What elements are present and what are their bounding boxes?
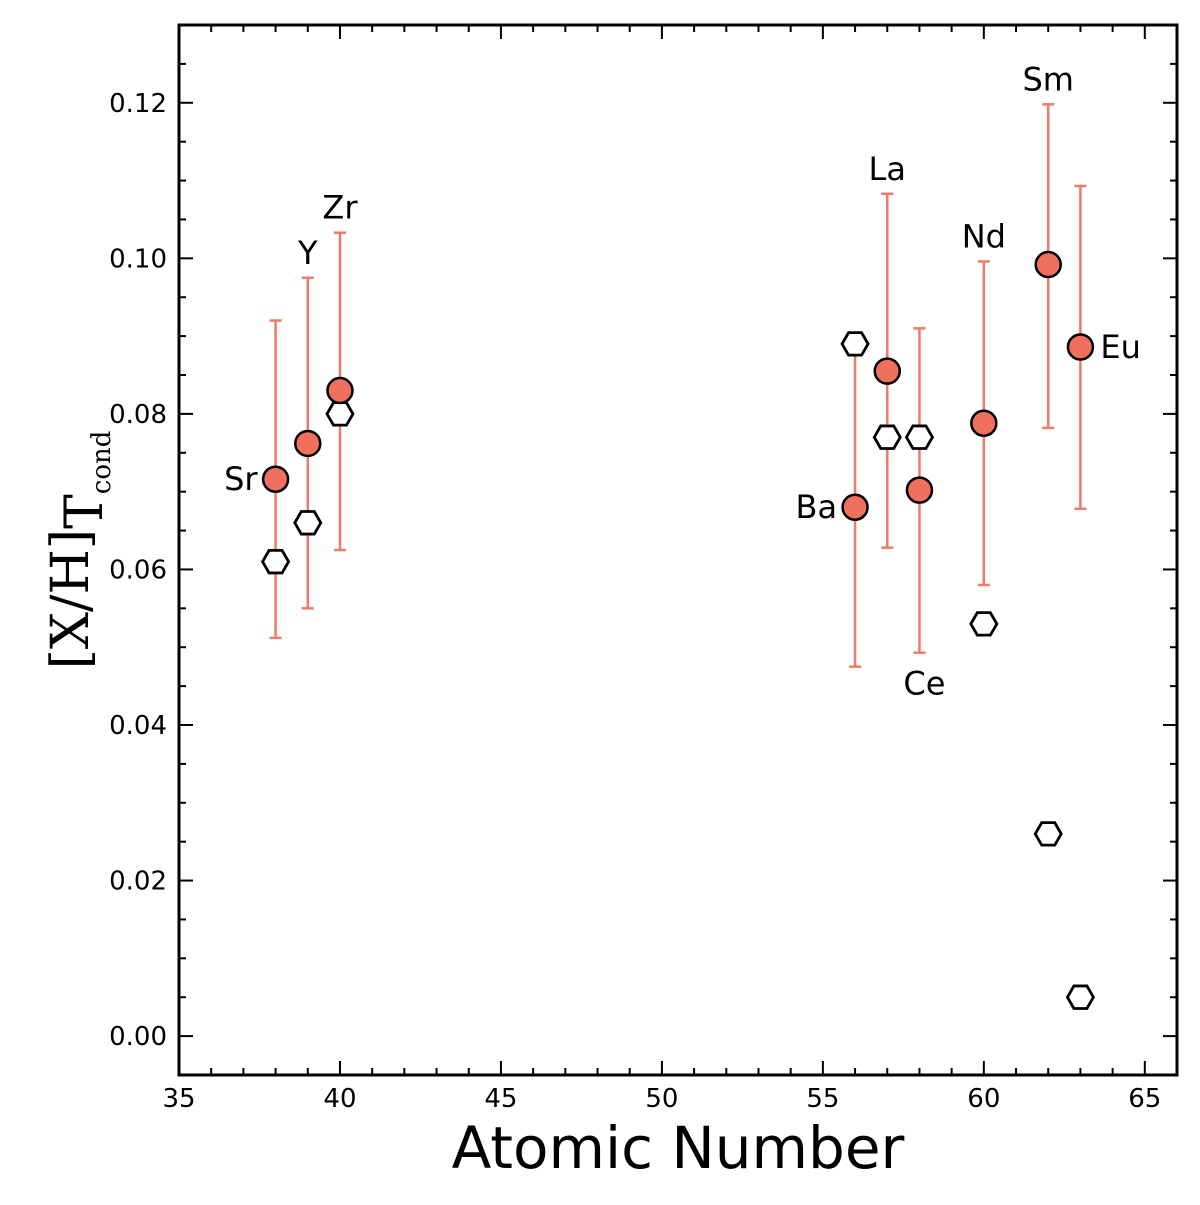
y-tick-label: 0.04 [109, 711, 167, 741]
hexagon-marker [969, 611, 999, 637]
circle-marker [873, 357, 902, 385]
element-label: Eu [1100, 328, 1141, 366]
hexagon-marker [325, 401, 355, 427]
y-tick-label: 0.08 [109, 400, 167, 430]
marker-layer [260, 250, 1096, 1010]
hexagon-marker [260, 549, 291, 575]
hexagon-marker [1033, 821, 1063, 847]
plot-frame [177, 23, 1179, 1077]
y-tick-label: 0.02 [109, 867, 167, 897]
hexagon-marker [872, 424, 902, 450]
x-tick-label: 65 [1128, 1084, 1161, 1114]
circle-marker [905, 476, 934, 504]
y-axis-label-subscript: T [55, 494, 115, 529]
x-tick-label: 35 [162, 1084, 195, 1114]
y-tick-label: 0.12 [109, 89, 167, 119]
y-axis-label-main: [X/H] [41, 529, 101, 669]
circle-marker [1066, 333, 1095, 361]
y-tick-label: 0.10 [109, 244, 167, 274]
annotation-layer: Sr YZr Ba La Ce Nd Sm Eu [224, 60, 1141, 702]
hexagon-marker [904, 424, 935, 450]
y-axis-label-sub-subscript: cond [87, 431, 117, 495]
y-axis-label: [X/H]Tcond [41, 431, 117, 670]
element-label: Ba [796, 488, 838, 526]
errorbar-layer [269, 103, 1087, 668]
circle-marker [261, 465, 290, 493]
x-axis-label: Atomic Number [452, 1114, 905, 1182]
x-tick-label: 50 [645, 1084, 678, 1114]
y-tick-label: 0.00 [109, 1022, 167, 1052]
hexagon-marker [840, 331, 870, 357]
element-label: Ce [903, 665, 945, 703]
element-label: Sr [224, 460, 258, 498]
element-label: Y [297, 234, 318, 272]
circle-marker [1034, 250, 1062, 279]
element-label: Zr [322, 189, 358, 227]
x-tick-label: 40 [323, 1084, 356, 1114]
hexagon-marker [1065, 984, 1096, 1010]
x-tick-label: 55 [806, 1084, 839, 1114]
element-label: Nd [962, 217, 1006, 255]
circle-marker [841, 493, 869, 521]
hexagon-marker [293, 510, 323, 536]
element-label: Sm [1022, 60, 1073, 98]
y-tick-label: 0.06 [109, 555, 167, 585]
circle-marker [326, 376, 354, 405]
element-label: La [869, 150, 906, 188]
circle-marker [970, 409, 998, 437]
ticks-layer: 35 40 45 50 55 60 65 0.00 0.02 0.04 0.06 0.08 0.10 0.… [109, 24, 1178, 1114]
x-tick-label: 60 [967, 1084, 1000, 1114]
x-tick-label: 45 [484, 1084, 517, 1114]
circle-marker [294, 429, 322, 458]
